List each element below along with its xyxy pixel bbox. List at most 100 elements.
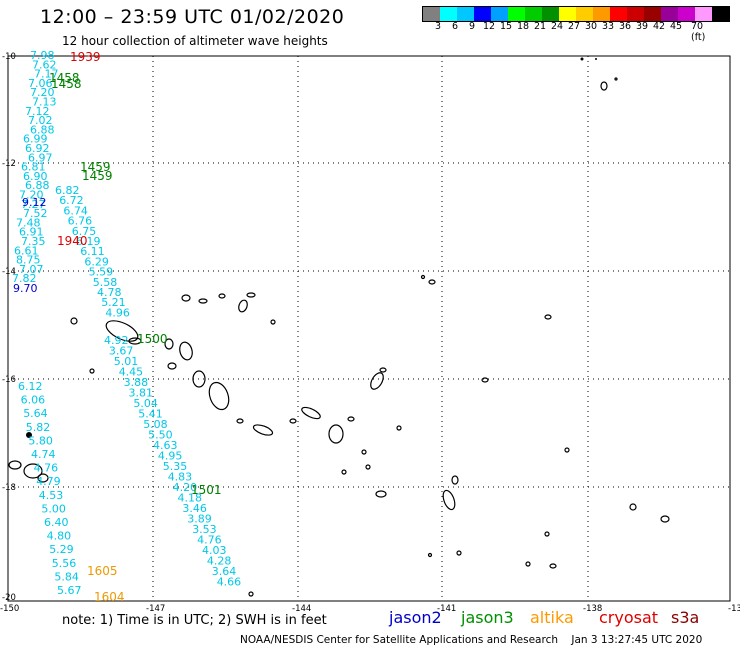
- wave-height-value: 4.80: [47, 530, 72, 543]
- colorbar-swatch: [474, 7, 491, 21]
- generated-timestamp: Jan 3 13:27:45 UTC 2020: [571, 634, 703, 646]
- pass-time-label: 1459: [80, 160, 111, 174]
- wave-height-value: 7.20: [19, 189, 44, 202]
- colorbar-swatch: [457, 7, 474, 21]
- latitude-label: -18: [2, 483, 16, 493]
- pass-time-label: 1604: [94, 590, 125, 604]
- pass-time-label: 1940: [57, 234, 88, 248]
- colorbar-label: 15: [499, 21, 513, 32]
- wave-height-value: 3.53: [192, 523, 217, 536]
- pass-time-label: 1605: [87, 564, 118, 578]
- colorbar-label: 27: [567, 21, 581, 32]
- latitude-label: -16: [2, 375, 16, 385]
- longitude-label: -144: [292, 604, 311, 614]
- wave-height-value: 4.28: [207, 555, 232, 568]
- wave-height-value: 5.01: [114, 355, 139, 368]
- wave-height-value: 4.76: [34, 462, 59, 475]
- wave-height-value: 5.50: [148, 429, 173, 442]
- units-note: note: 1) Time is in UTC; 2) SWH is in fe…: [62, 613, 327, 628]
- colorbar-label: 21: [533, 21, 547, 32]
- pass-time-label: 1501: [191, 483, 222, 497]
- wave-height-value: 7.20: [30, 86, 55, 99]
- wave-height-value: 6.74: [63, 204, 88, 217]
- colorbar-label: 12: [482, 21, 496, 32]
- wave-height-value: 5.58: [93, 276, 118, 289]
- wave-height-value: 6.29: [84, 255, 109, 268]
- wave-height-value: 5.29: [49, 543, 73, 556]
- map-title: 12:00 – 23:59 UTC 01/02/2020: [40, 6, 345, 28]
- pass-time-label: 1458: [49, 71, 80, 85]
- wave-height-value: 6.97: [28, 151, 53, 164]
- wave-height-value: 3.67: [109, 345, 133, 358]
- wave-height-value: 7.06: [28, 77, 53, 90]
- wave-height-value: 4.96: [105, 306, 129, 319]
- colorbar-swatch: [661, 7, 678, 21]
- colorbar-swatch: [695, 7, 712, 21]
- wave-height-value: 5.56: [52, 557, 77, 570]
- colorbar-label: 70 (ft): [691, 21, 706, 43]
- satellite-legend-cryosat: cryosat: [599, 608, 659, 627]
- colorbar-swatch: [627, 7, 644, 21]
- latitude-label: -20: [2, 593, 16, 603]
- wave-height-value: 6.72: [59, 194, 83, 207]
- wave-height-value: 7.52: [23, 207, 48, 220]
- map-subtitle: 12 hour collection of altimeter wave hei…: [62, 34, 328, 48]
- wave-height-value: 5.84: [54, 570, 79, 583]
- satellite-legend-altika: altika: [530, 608, 574, 627]
- wave-height-value: 6.40: [44, 516, 69, 529]
- axis-labels: -10 -12 -14 -16 -18 -20-150 -147 -144 -141 -138 -1…: [0, 52, 740, 614]
- dot-marker: [595, 58, 597, 60]
- wave-height-value: 7.48: [16, 216, 41, 229]
- wave-height-value: 5.08: [143, 418, 168, 431]
- wave-height-value: 6.99: [23, 133, 48, 146]
- wave-height-value: 4.18: [178, 492, 203, 505]
- wave-height-value: 3.64: [212, 565, 237, 578]
- longitude-label: -138: [583, 604, 602, 614]
- wave-height-value: 7.12: [25, 105, 50, 118]
- colorbar-swatch: [542, 7, 559, 21]
- wave-height-value: 6.91: [19, 226, 44, 239]
- longitude-label: -141: [437, 604, 456, 614]
- wave-height-value: 6.75: [72, 225, 97, 238]
- wave-height-value: 3.46: [182, 502, 207, 515]
- wave-height-value: 4.95: [158, 450, 183, 463]
- wave-height-value: 7.07: [19, 263, 44, 276]
- wave-height-value: 7.98: [30, 49, 55, 62]
- colorbar-swatch: [644, 7, 661, 21]
- wave-height-value: 5.21: [101, 296, 126, 309]
- wave-height-value: 4.79: [36, 475, 61, 488]
- colorbar-label: 33: [601, 21, 615, 32]
- wave-height-value: 4.76: [197, 534, 222, 547]
- latitude-label: -14: [2, 267, 16, 277]
- longitude-label: -13: [728, 604, 740, 614]
- colorbar-swatch: [610, 7, 627, 21]
- colorbar-labels: 3 6 9 12 15 18 21 24 27 30 33 36 39 42 45 70 (ft): [422, 21, 730, 43]
- dot-marker: [26, 432, 32, 438]
- wave-height-value: 4.66: [217, 576, 242, 589]
- colorbar-swatch: [423, 7, 440, 21]
- colorbar-label: 39: [635, 21, 649, 32]
- longitude-label: -147: [146, 604, 165, 614]
- wave-height-value: 7.82: [12, 272, 37, 285]
- wave-height-value: 6.61: [14, 244, 39, 257]
- wave-height-value: 4.53: [39, 489, 64, 502]
- latitude-label: -12: [2, 159, 16, 169]
- wave-height-value: 4.45: [119, 366, 144, 379]
- wave-height-value: 4.83: [168, 471, 193, 484]
- colorbar-swatch: [440, 7, 457, 21]
- colorbar-label: 42: [652, 21, 666, 32]
- grid-lines: [8, 56, 730, 601]
- islands: [8, 77, 670, 597]
- satellite-legend-jason2: jason2: [389, 608, 442, 627]
- pass-time-label: 1459: [82, 169, 113, 183]
- wave-height-value: 4.20: [173, 481, 198, 494]
- colorbar-label: 24: [550, 21, 564, 32]
- pass-time-label: 1500: [137, 332, 168, 346]
- colorbar-label: 30: [584, 21, 598, 32]
- wave-height-value: 6.88: [30, 123, 55, 136]
- map-frame: [7, 55, 731, 602]
- colorbar-label: 36: [618, 21, 632, 32]
- wave-height-value: 9.70: [13, 282, 38, 295]
- wave-height-value: 6.81: [21, 161, 46, 174]
